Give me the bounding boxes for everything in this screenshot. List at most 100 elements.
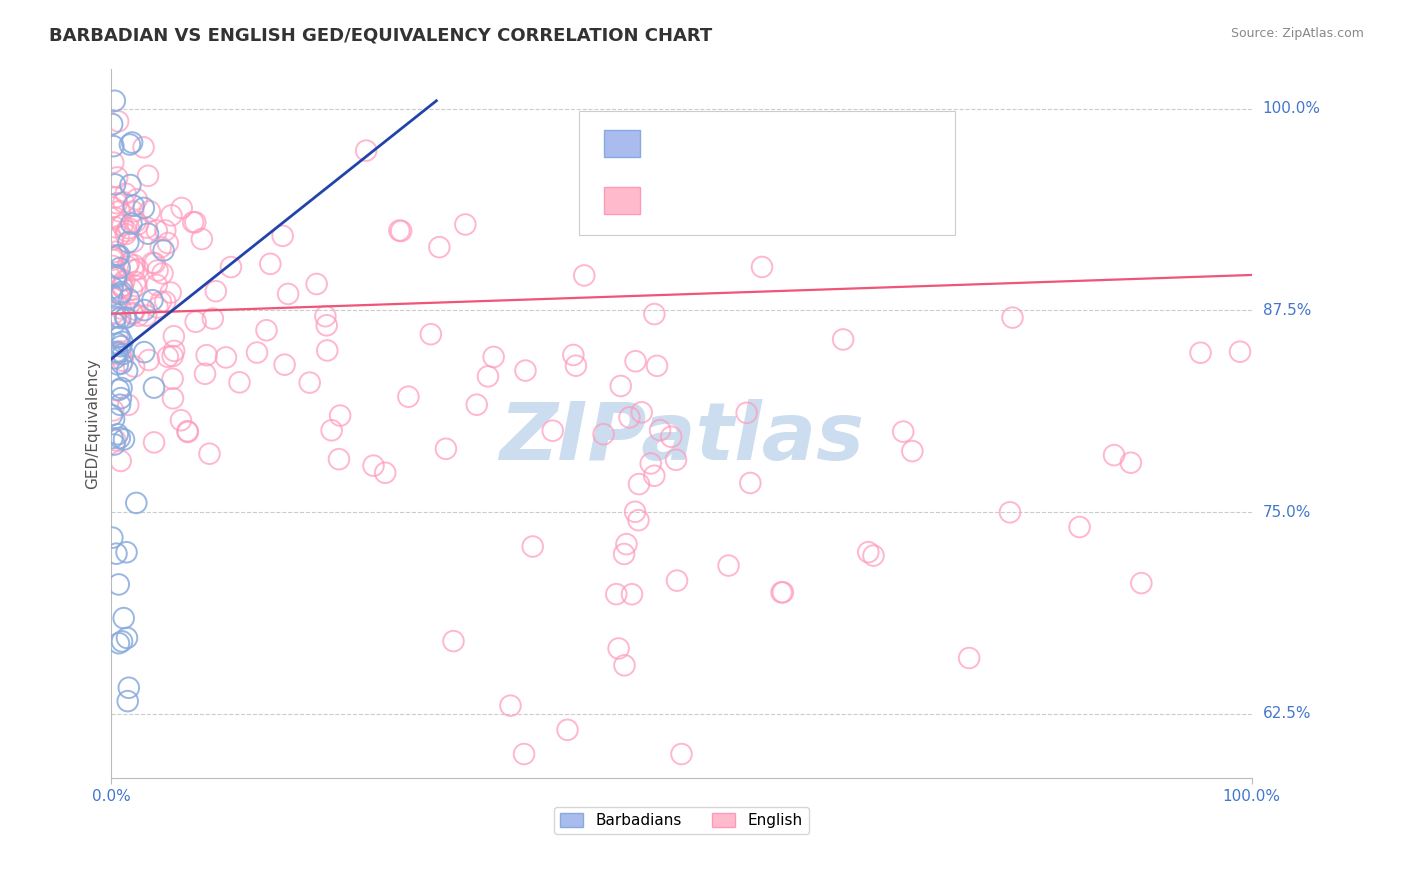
Text: 87.5%: 87.5% xyxy=(1263,303,1310,318)
Point xyxy=(127,262,149,277)
Point xyxy=(103,412,125,426)
Point xyxy=(112,347,135,361)
Point xyxy=(107,114,129,128)
Point xyxy=(114,227,136,241)
Point xyxy=(118,137,141,152)
Point xyxy=(103,155,125,169)
Point xyxy=(108,261,131,276)
Point xyxy=(482,350,505,364)
Point xyxy=(328,452,350,467)
Point xyxy=(103,403,125,417)
Point xyxy=(115,310,138,325)
Point xyxy=(134,303,156,318)
Point xyxy=(104,306,127,320)
Point xyxy=(388,223,411,237)
Point xyxy=(541,424,564,438)
Point xyxy=(832,333,855,347)
Point xyxy=(101,200,124,214)
Point xyxy=(115,224,138,238)
Point xyxy=(111,634,134,648)
Point xyxy=(1102,448,1125,462)
Point xyxy=(1119,456,1142,470)
Y-axis label: GED/Equivalency: GED/Equivalency xyxy=(86,358,100,489)
Point xyxy=(118,221,141,235)
Point xyxy=(627,513,650,527)
Point xyxy=(616,537,638,551)
Point xyxy=(156,350,179,364)
Point xyxy=(246,345,269,359)
Point xyxy=(105,196,128,211)
Point xyxy=(613,658,636,673)
Point xyxy=(108,398,131,412)
Point xyxy=(298,376,321,390)
Point xyxy=(122,258,145,272)
Point xyxy=(717,558,740,573)
Point xyxy=(146,223,169,237)
Point xyxy=(122,204,145,219)
Point xyxy=(117,694,139,708)
Point xyxy=(101,250,124,264)
Point xyxy=(605,587,627,601)
Point xyxy=(146,263,169,277)
Point xyxy=(104,351,127,366)
Point xyxy=(891,425,914,439)
Point xyxy=(198,447,221,461)
Point xyxy=(354,144,377,158)
Point xyxy=(104,268,127,283)
Text: Source: ZipAtlas.com: Source: ZipAtlas.com xyxy=(1230,27,1364,40)
Point xyxy=(101,259,124,273)
Point xyxy=(141,256,163,270)
Point xyxy=(105,547,128,561)
Point xyxy=(277,286,299,301)
Point xyxy=(170,413,193,427)
Point xyxy=(1229,344,1251,359)
Point xyxy=(195,348,218,362)
Point xyxy=(110,279,132,293)
Point xyxy=(170,201,193,215)
Point xyxy=(110,344,132,359)
Point xyxy=(184,315,207,329)
Point xyxy=(101,252,124,267)
Point xyxy=(477,369,499,384)
Point xyxy=(108,636,131,650)
Point xyxy=(101,281,124,295)
Point xyxy=(143,381,166,395)
Point xyxy=(122,359,145,374)
Point xyxy=(215,351,238,365)
Text: 75.0%: 75.0% xyxy=(1263,505,1310,519)
Point xyxy=(107,358,129,372)
Point xyxy=(112,274,135,288)
Point xyxy=(329,409,352,423)
Point xyxy=(152,244,174,258)
Point xyxy=(104,244,127,259)
Point xyxy=(125,214,148,228)
Point xyxy=(114,186,136,201)
Point xyxy=(101,288,124,302)
Point xyxy=(321,423,343,437)
Point xyxy=(145,277,167,292)
Point xyxy=(125,279,148,293)
Point xyxy=(101,292,124,306)
Point xyxy=(419,327,441,342)
Text: R = 0.082   N = 174: R = 0.082 N = 174 xyxy=(652,192,821,210)
Point xyxy=(515,363,537,377)
Point xyxy=(127,217,149,231)
Point xyxy=(1189,345,1212,359)
Point xyxy=(104,94,127,108)
Point xyxy=(104,310,127,324)
Point xyxy=(1001,310,1024,325)
Point xyxy=(107,345,129,359)
Point xyxy=(740,475,762,490)
Point xyxy=(108,431,131,445)
Point xyxy=(666,574,689,588)
Point xyxy=(363,458,385,473)
Point xyxy=(143,256,166,270)
Point xyxy=(117,235,139,250)
Point xyxy=(108,286,131,301)
Point xyxy=(110,339,132,353)
Point xyxy=(104,220,127,235)
Point xyxy=(101,250,124,264)
Point xyxy=(645,359,668,373)
Point xyxy=(259,257,281,271)
FancyBboxPatch shape xyxy=(605,130,641,157)
